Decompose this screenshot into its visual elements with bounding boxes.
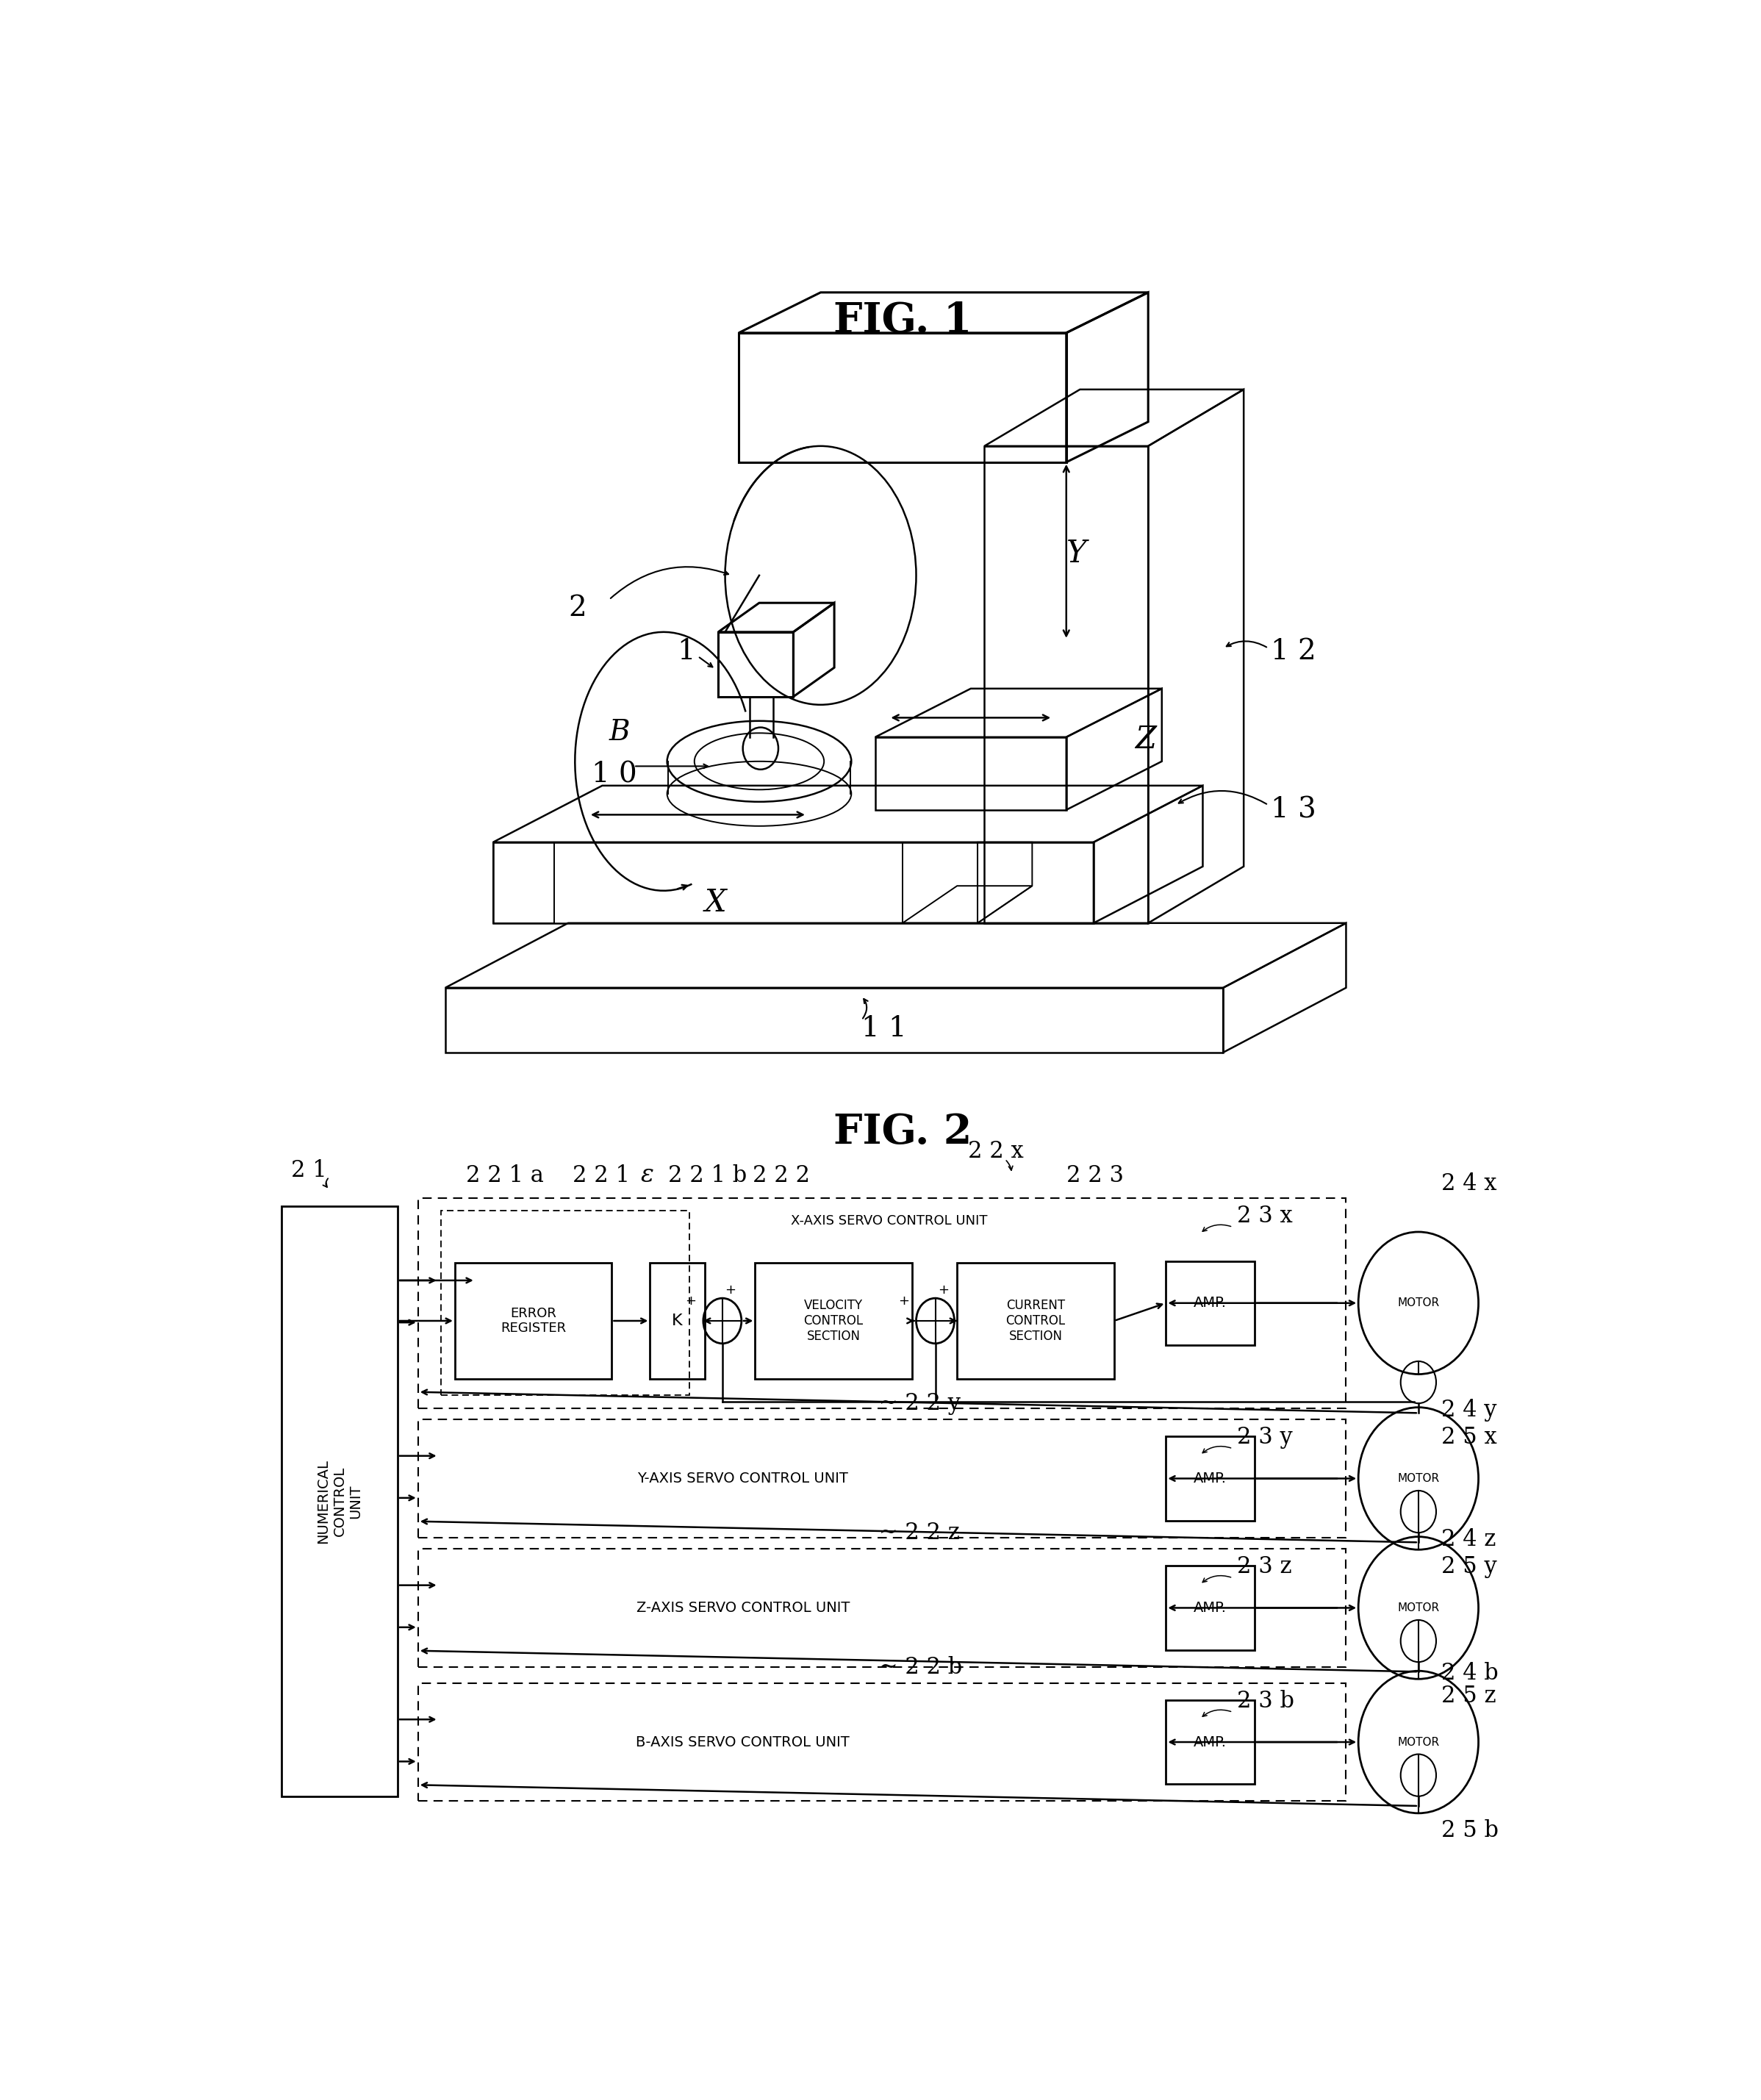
Text: ~ 2 2 z: ~ 2 2 z (879, 1522, 960, 1544)
Text: Z-AXIS SERVO CONTROL UNIT: Z-AXIS SERVO CONTROL UNIT (636, 1600, 849, 1615)
Text: 1 3: 1 3 (1271, 796, 1317, 823)
Bar (1166, 1260, 1254, 1346)
Text: 2 1: 2 1 (291, 1159, 328, 1182)
Text: MOTOR: MOTOR (1398, 1298, 1439, 1308)
Text: CURRENT
CONTROL
SECTION: CURRENT CONTROL SECTION (1006, 1300, 1065, 1342)
Bar (417, 1197, 1345, 1409)
Text: 2 2 3: 2 2 3 (1067, 1163, 1124, 1186)
Text: 2 3 y: 2 3 y (1236, 1426, 1293, 1449)
Text: +: + (939, 1283, 949, 1296)
Text: 1: 1 (678, 638, 696, 666)
Text: AMP.: AMP. (1194, 1296, 1227, 1310)
Bar (442, 1212, 690, 1394)
Bar (755, 1262, 912, 1380)
Text: 2 3 x: 2 3 x (1236, 1205, 1293, 1226)
Text: FIG. 1: FIG. 1 (833, 300, 972, 340)
Text: 2 2 1: 2 2 1 (572, 1163, 630, 1186)
Text: 2 5 b: 2 5 b (1442, 1819, 1499, 1842)
Text: 2 3 b: 2 3 b (1236, 1691, 1294, 1712)
Text: 1 1: 1 1 (861, 1014, 907, 1042)
Text: MOTOR: MOTOR (1398, 1737, 1439, 1747)
Text: +: + (726, 1283, 736, 1296)
Text: X: X (704, 888, 726, 918)
Bar (1166, 1436, 1254, 1520)
Bar (1166, 1567, 1254, 1651)
Text: 2 4 z: 2 4 z (1442, 1529, 1497, 1550)
Text: 2 2 1 b: 2 2 1 b (667, 1163, 747, 1186)
Bar (454, 1262, 611, 1380)
Text: X-AXIS SERVO CONTROL UNIT: X-AXIS SERVO CONTROL UNIT (791, 1214, 988, 1226)
Bar (417, 1550, 1345, 1667)
Bar (282, 1205, 398, 1796)
Text: K: K (673, 1312, 683, 1327)
Text: ~ 2 2 y: ~ 2 2 y (879, 1392, 962, 1415)
Text: MOTOR: MOTOR (1398, 1472, 1439, 1485)
Text: B-AXIS SERVO CONTROL UNIT: B-AXIS SERVO CONTROL UNIT (636, 1735, 849, 1749)
Text: FIG. 2: FIG. 2 (833, 1113, 972, 1153)
Text: 2 2 2: 2 2 2 (752, 1163, 810, 1186)
Text: 2 4 b: 2 4 b (1442, 1663, 1499, 1684)
Text: 2 3 z: 2 3 z (1236, 1556, 1293, 1579)
Text: ERROR
REGISTER: ERROR REGISTER (500, 1306, 565, 1336)
Bar (650, 1262, 704, 1380)
Text: +: + (898, 1294, 909, 1308)
Text: 1 0: 1 0 (592, 760, 637, 788)
Bar (417, 1420, 1345, 1537)
Text: ~ 2 2 b: ~ 2 2 b (879, 1655, 963, 1678)
Text: 2 4 x: 2 4 x (1442, 1172, 1497, 1195)
Text: 2 2 x: 2 2 x (969, 1140, 1023, 1163)
Text: 2 5 x: 2 5 x (1442, 1426, 1497, 1449)
Text: 1 2: 1 2 (1271, 638, 1317, 666)
Text: 2 5 z: 2 5 z (1442, 1684, 1497, 1707)
Text: 2 2 1 a: 2 2 1 a (465, 1163, 544, 1186)
Text: MOTOR: MOTOR (1398, 1602, 1439, 1613)
Text: Y: Y (1067, 538, 1087, 569)
Text: B: B (609, 718, 630, 745)
Text: AMP.: AMP. (1194, 1600, 1227, 1615)
Bar (1166, 1701, 1254, 1785)
Text: ε: ε (641, 1163, 653, 1186)
Text: Y-AXIS SERVO CONTROL UNIT: Y-AXIS SERVO CONTROL UNIT (637, 1472, 849, 1485)
Text: 2: 2 (569, 594, 586, 622)
Bar (417, 1682, 1345, 1802)
Text: NUMERICAL
CONTROL
UNIT: NUMERICAL CONTROL UNIT (317, 1459, 363, 1544)
Text: 2 5 y: 2 5 y (1442, 1556, 1497, 1579)
Text: VELOCITY
CONTROL
SECTION: VELOCITY CONTROL SECTION (803, 1300, 863, 1342)
Text: +: + (685, 1294, 696, 1308)
Text: AMP.: AMP. (1194, 1472, 1227, 1485)
Text: 2 4 y: 2 4 y (1442, 1399, 1497, 1422)
Bar (958, 1262, 1115, 1380)
Text: AMP.: AMP. (1194, 1735, 1227, 1749)
Text: Z: Z (1134, 724, 1155, 756)
